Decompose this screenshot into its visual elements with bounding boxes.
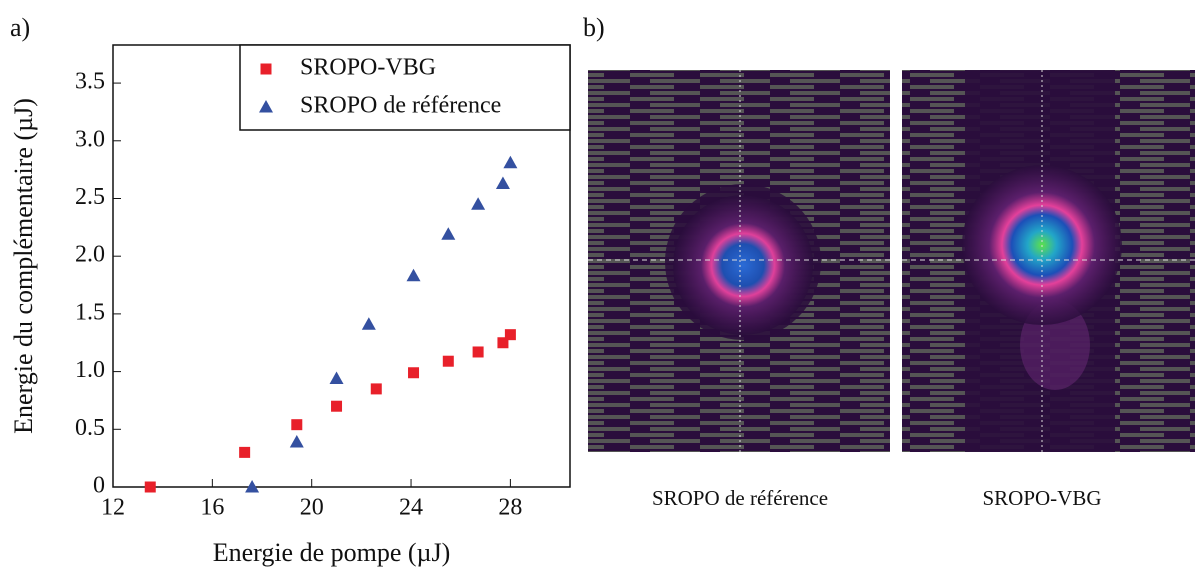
- legend-box: [239, 44, 571, 131]
- marker: [442, 355, 454, 367]
- image-caption: SROPO de référence: [652, 486, 828, 510]
- marker: [370, 383, 382, 395]
- marker: [472, 346, 484, 358]
- image-caption: SROPO-VBG: [982, 486, 1101, 510]
- x-tick-label: 16: [200, 495, 224, 521]
- legend-label: SROPO-VBG: [300, 55, 436, 81]
- y-tick-label: 3.5: [75, 69, 105, 95]
- x-tick-label: 20: [300, 495, 324, 521]
- x-tick-label: 24: [399, 495, 423, 521]
- marker: [504, 329, 516, 341]
- y-tick-label: 2.5: [75, 184, 105, 210]
- marker: [329, 371, 344, 385]
- marker: [239, 446, 251, 458]
- marker: [503, 155, 518, 169]
- marker: [291, 419, 303, 431]
- marker: [245, 480, 260, 493]
- panel-label: b): [583, 13, 605, 42]
- marker: [289, 434, 304, 448]
- y-tick-label: 3.0: [75, 126, 105, 152]
- panel-label: a): [10, 13, 30, 42]
- y-tick-label: 1.0: [75, 357, 105, 383]
- legend-marker: [259, 100, 273, 113]
- marker: [144, 481, 156, 493]
- y-tick-label: 0.5: [75, 415, 105, 441]
- marker: [361, 317, 376, 330]
- y-tick-label: 1.5: [75, 299, 105, 325]
- marker: [331, 400, 343, 412]
- legend-label: SROPO de référence: [300, 93, 501, 119]
- marker: [406, 268, 421, 282]
- beam-image: [588, 70, 890, 452]
- y-tick-label: 0: [93, 473, 105, 499]
- marker: [408, 367, 420, 379]
- legend-marker: [260, 63, 272, 75]
- x-axis-title: Energie de pompe (µJ): [213, 538, 451, 567]
- x-tick-label: 12: [101, 495, 125, 521]
- beam-image: [902, 70, 1195, 452]
- marker: [471, 197, 486, 210]
- y-axis-title: Energie du complémentaire (µJ): [9, 98, 38, 434]
- y-tick-label: 2.0: [75, 242, 105, 268]
- x-tick-label: 28: [498, 495, 522, 521]
- marker: [441, 227, 456, 240]
- marker: [497, 337, 509, 349]
- marker: [495, 176, 510, 189]
